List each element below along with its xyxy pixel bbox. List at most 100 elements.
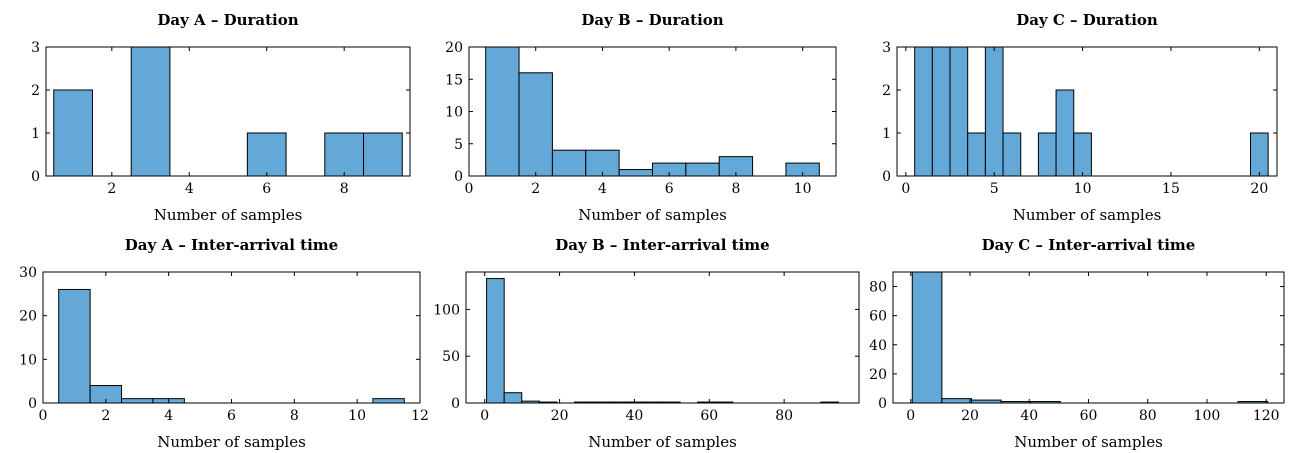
plot-frame — [892, 271, 1285, 404]
histogram-bar — [518, 72, 553, 177]
histogram-panel: Day A – Inter-arrival time 0 2 4 6 8 10 12 0 10 20… — [19, 236, 429, 451]
histogram-bar — [911, 271, 943, 404]
x-tick-label: 60 — [1080, 408, 1098, 424]
x-axis-label: Number of samples — [154, 206, 303, 224]
histogram-panel: Day B – Duration 0 2 4 6 8 10 0 5 10 15 20 Number of… — [445, 11, 837, 224]
histogram-bar — [931, 46, 951, 177]
chart-title: Day B – Inter-arrival time — [555, 236, 769, 254]
chart-title: Day A – Duration — [157, 11, 298, 29]
y-tick-label: 0 — [454, 169, 463, 185]
histogram-bar — [485, 46, 520, 177]
y-tick-label: 40 — [869, 338, 887, 354]
plot-frame — [465, 271, 860, 404]
x-tick-label: 0 — [465, 181, 474, 197]
plot-frame — [45, 46, 411, 177]
histogram-bar — [324, 132, 365, 177]
y-tick-label: 1 — [31, 126, 40, 142]
histogram-bar — [618, 169, 653, 177]
x-tick-label: 20 — [551, 408, 569, 424]
y-tick-label: 1 — [882, 126, 891, 142]
y-tick-label: 5 — [454, 137, 463, 153]
histogram-bar — [551, 149, 587, 177]
y-tick-label: 3 — [882, 40, 891, 56]
y-tick-label: 0 — [878, 396, 887, 412]
y-tick-label: 10 — [445, 105, 463, 121]
x-axis-label: Number of samples — [1013, 206, 1162, 224]
x-tick-label: 80 — [1139, 408, 1157, 424]
x-tick-label: 0 — [901, 181, 910, 197]
chart-title: Day A – Inter-arrival time — [125, 236, 338, 254]
x-tick-label: 40 — [1020, 408, 1038, 424]
histogram-bar — [372, 398, 405, 404]
x-tick-label: 12 — [411, 408, 429, 424]
plot-frame — [42, 271, 421, 404]
x-tick-label: 80 — [775, 408, 793, 424]
x-tick-label: 4 — [164, 408, 173, 424]
x-tick-label: 60 — [700, 408, 718, 424]
y-tick-label: 0 — [28, 396, 37, 412]
histogram-panel: Day C – Duration 0 5 10 15 20 0 1 2 3 Number of sa… — [882, 11, 1278, 224]
x-tick-label: 0 — [39, 408, 48, 424]
x-axis-label: Number of samples — [578, 206, 727, 224]
y-tick-label: 60 — [869, 309, 887, 325]
y-tick-label: 100 — [433, 302, 460, 318]
histogram-bar — [914, 46, 933, 177]
x-axis-label: Number of samples — [588, 433, 737, 451]
y-tick-label: 0 — [31, 169, 40, 185]
histogram-bar — [1073, 132, 1092, 177]
histogram-panel: Day C – Inter-arrival time 0 20 40 60 80 100 12… — [869, 236, 1285, 451]
x-tick-label: 20 — [961, 408, 979, 424]
chart-title: Day C – Inter-arrival time — [982, 236, 1196, 254]
y-tick-label: 3 — [31, 40, 40, 56]
x-axis-label: Number of samples — [1014, 433, 1163, 451]
x-tick-label: 100 — [1194, 408, 1221, 424]
histogram-bar — [941, 398, 972, 404]
chart-title: Day C – Duration — [1016, 11, 1158, 29]
histogram-bar — [1002, 132, 1022, 177]
x-tick-label: 8 — [340, 181, 349, 197]
x-tick-label: 2 — [531, 181, 540, 197]
histogram-bar — [486, 278, 505, 404]
x-axis-label: Number of samples — [157, 433, 306, 451]
histogram-bar — [967, 132, 986, 177]
x-tick-label: 120 — [1253, 408, 1280, 424]
x-tick-label: 8 — [731, 181, 740, 197]
histogram-bar — [53, 89, 93, 177]
y-tick-label: 20 — [869, 367, 887, 383]
x-tick-label: 40 — [626, 408, 644, 424]
histogram-bar — [1055, 89, 1075, 177]
histogram-bar — [130, 46, 171, 177]
y-tick-label: 20 — [19, 309, 37, 325]
x-tick-label: 6 — [262, 181, 271, 197]
histogram-panel: Day A – Duration 2 4 6 8 0 1 2 3 Number of sample… — [31, 11, 411, 224]
x-tick-label: 4 — [185, 181, 194, 197]
histogram-bar — [685, 162, 720, 177]
y-tick-label: 20 — [445, 40, 463, 56]
x-tick-label: 4 — [598, 181, 607, 197]
y-tick-label: 2 — [31, 83, 40, 99]
histogram-bar — [503, 392, 523, 404]
x-tick-label: 6 — [227, 408, 236, 424]
histogram-bar — [1037, 132, 1057, 177]
x-tick-label: 10 — [348, 408, 366, 424]
x-tick-label: 0 — [906, 408, 915, 424]
x-tick-label: 20 — [1250, 181, 1268, 197]
plot-frame — [896, 46, 1278, 177]
y-tick-label: 10 — [19, 352, 37, 368]
chart-title: Day B – Duration — [581, 11, 723, 29]
histogram-bar — [984, 46, 1004, 177]
histogram-bar — [58, 288, 91, 404]
histogram-bar — [246, 132, 287, 177]
x-tick-label: 15 — [1162, 181, 1180, 197]
y-tick-label: 15 — [445, 72, 463, 88]
x-tick-label: 2 — [107, 181, 116, 197]
histogram-bar — [121, 398, 154, 404]
histogram-bar — [949, 46, 969, 177]
histogram-panel: Day B – Inter-arrival time 0 20 40 60 80 0 50 10… — [433, 236, 860, 451]
y-tick-label: 2 — [882, 83, 891, 99]
x-tick-label: 10 — [1074, 181, 1092, 197]
y-tick-label: 30 — [19, 265, 37, 281]
y-tick-label: 80 — [869, 280, 887, 296]
x-tick-label: 5 — [990, 181, 999, 197]
